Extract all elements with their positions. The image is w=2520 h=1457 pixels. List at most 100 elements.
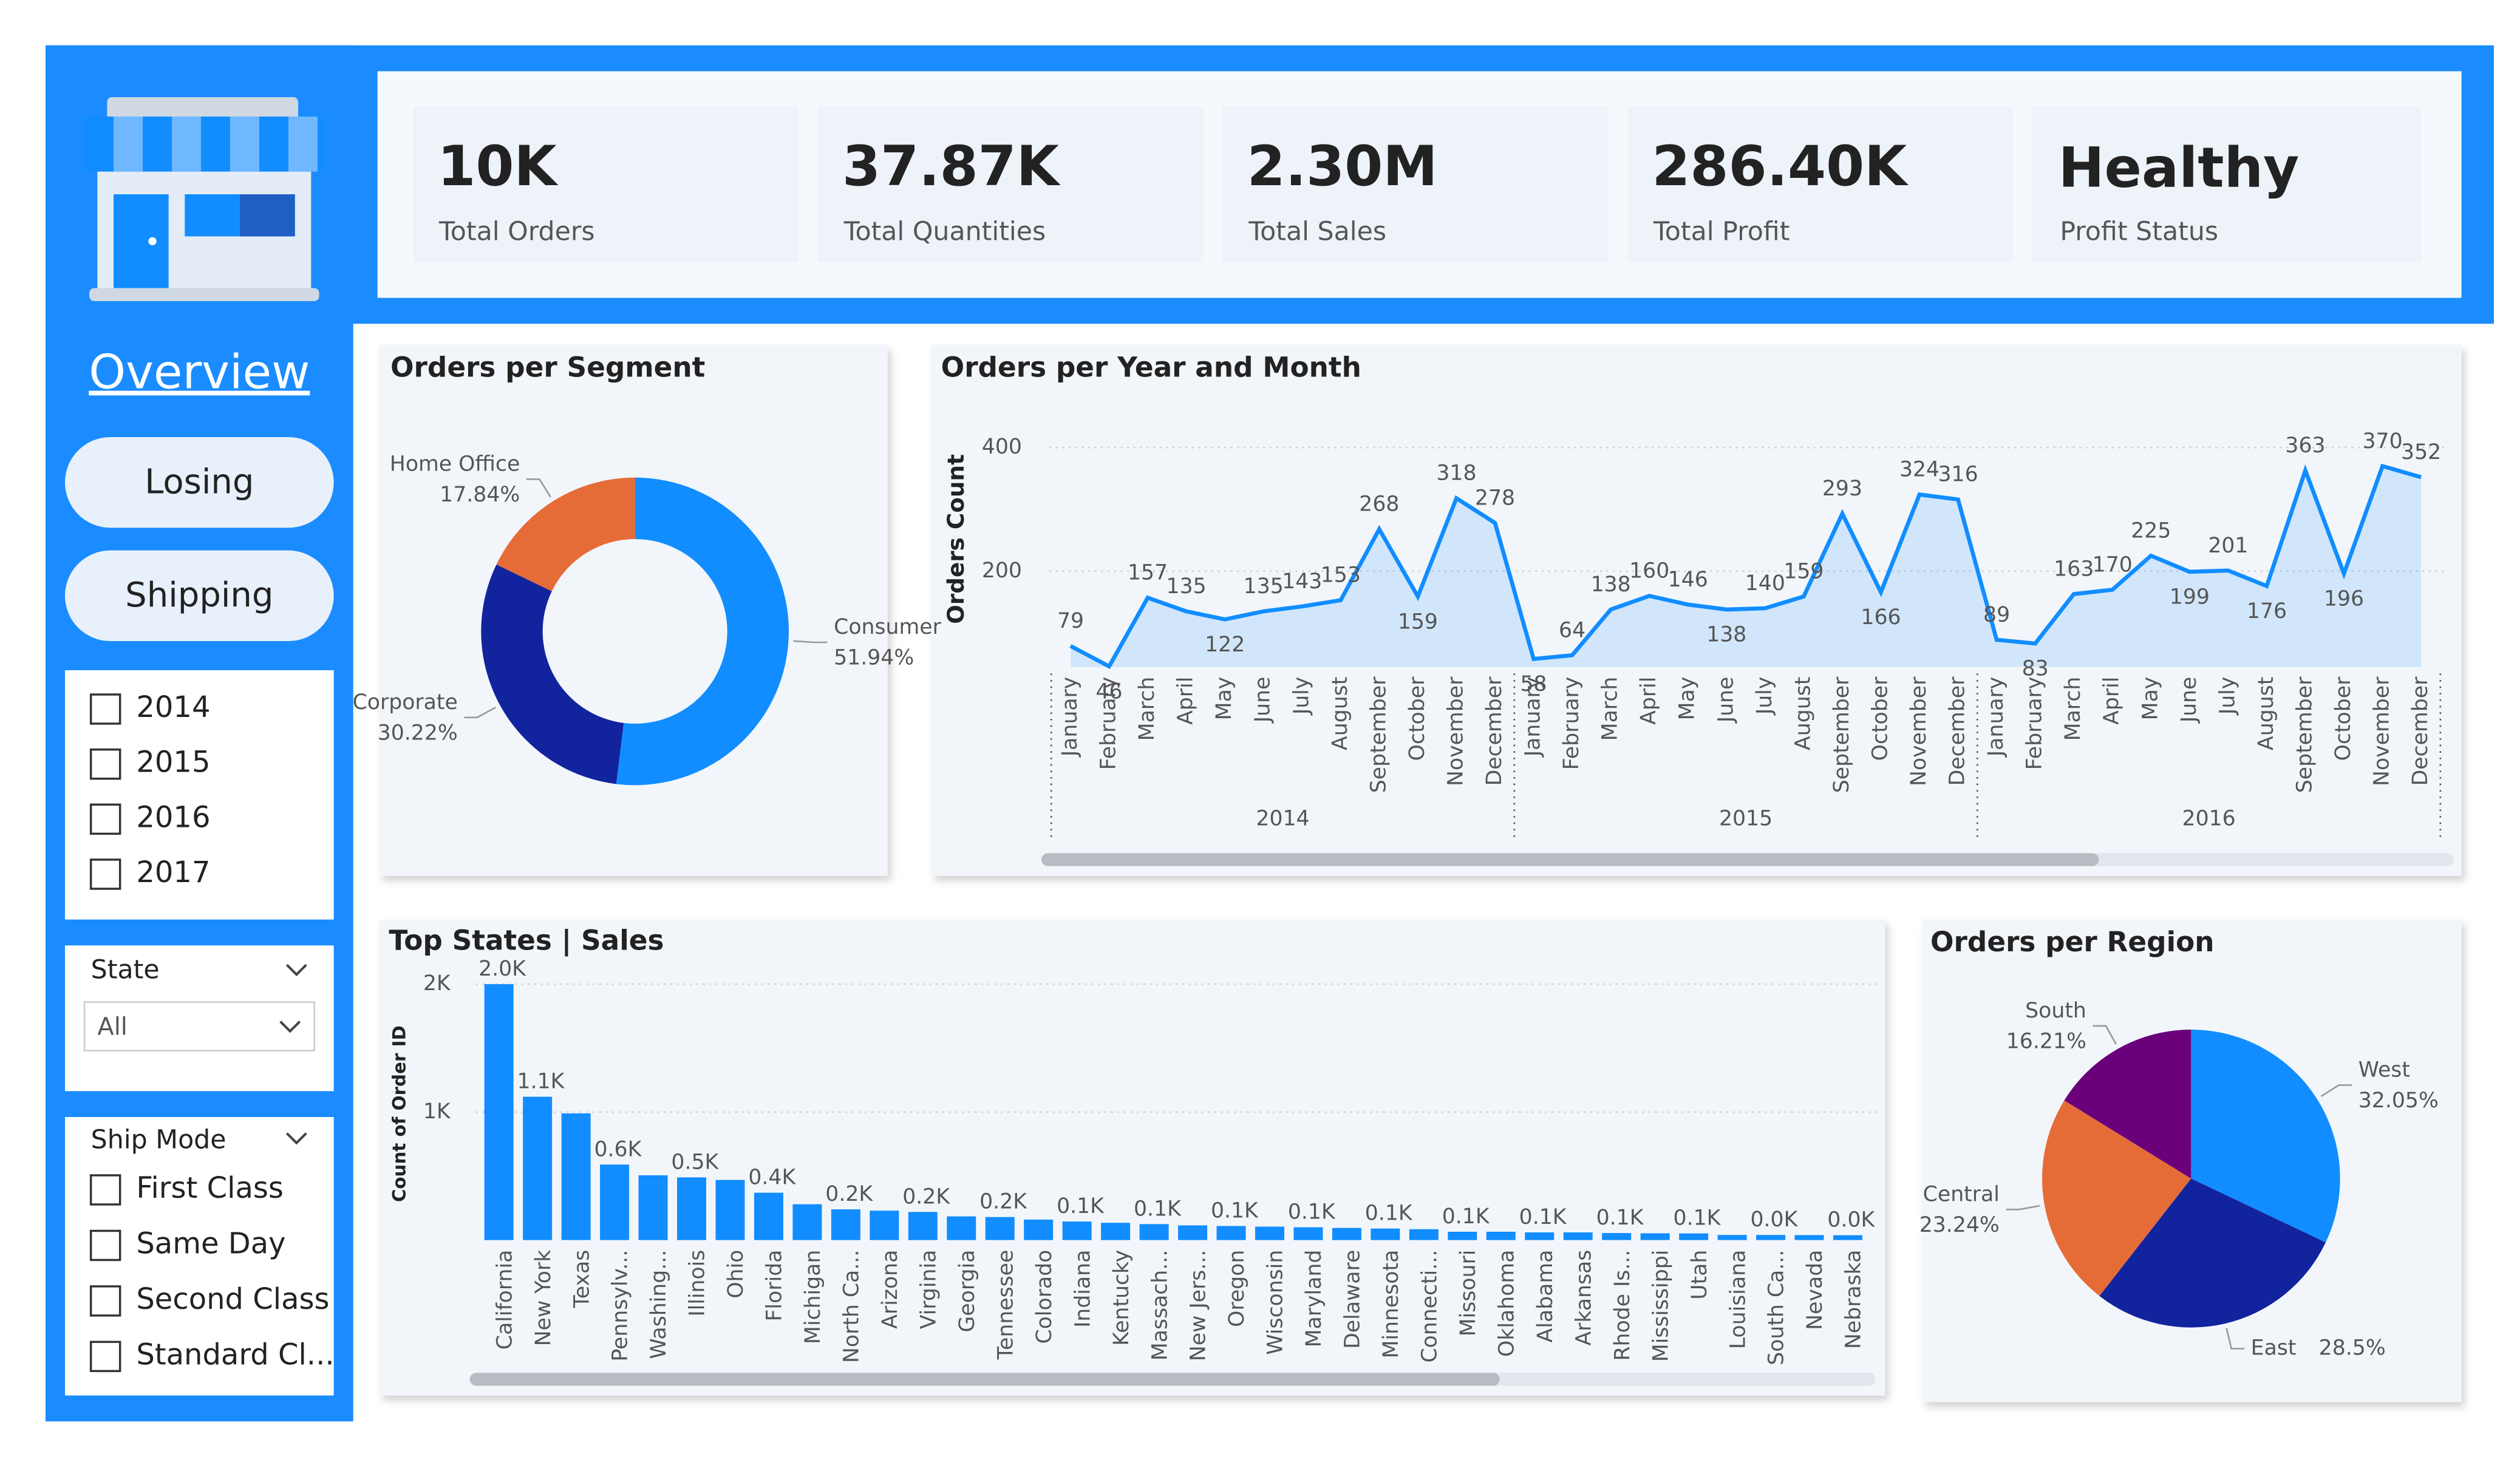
- x-tick-label: Arkansas: [1572, 1250, 1596, 1346]
- x-tick-label: September: [2292, 676, 2317, 793]
- slice-value-label: 51.94%: [834, 646, 914, 670]
- data-label: 2.0K: [478, 957, 526, 981]
- kpi-card: [1627, 107, 2013, 262]
- x-tick-label: New York: [531, 1250, 556, 1347]
- x-tick-label: January: [1058, 677, 1082, 758]
- scroll-thumb[interactable]: [1041, 853, 2099, 866]
- checkbox[interactable]: [89, 1285, 121, 1317]
- leader-line: [2320, 1084, 2352, 1098]
- data-label: 0.6K: [594, 1137, 642, 1161]
- x-tick-label: Georgia: [955, 1250, 979, 1333]
- checkbox-label[interactable]: Standard Cl...: [136, 1337, 334, 1371]
- x-tick-label: March: [1135, 677, 1159, 741]
- data-label: 0.1K: [1596, 1206, 1644, 1230]
- chevron[interactable]: [279, 1021, 301, 1033]
- x-tick-label: July: [1289, 677, 1313, 716]
- x-tick-label: Mississippi: [1649, 1250, 1673, 1362]
- chevron[interactable]: [285, 963, 307, 977]
- checkbox-label[interactable]: 2014: [136, 690, 210, 724]
- data-label: 0.5K: [671, 1150, 719, 1174]
- scroll-thumb[interactable]: [469, 1373, 1500, 1386]
- nav-button-label[interactable]: Losing: [145, 462, 254, 501]
- ship-options: First Class Same Day Second Class Standard …: [89, 1171, 335, 1373]
- nav-button[interactable]: [65, 437, 334, 528]
- x-tick-label: March: [2061, 677, 2085, 741]
- bar: [1717, 1235, 1747, 1240]
- data-label: 122: [1205, 633, 1245, 657]
- data-label: 293: [1822, 477, 1862, 501]
- data-label: 79: [1057, 609, 1084, 633]
- x-tick-label: February: [1097, 677, 1121, 770]
- checkbox-label[interactable]: First Class: [136, 1171, 284, 1205]
- bar: [1525, 1232, 1555, 1240]
- data-label: 316: [1938, 463, 1978, 487]
- data-label: 153: [1321, 563, 1361, 588]
- x-tick-label: November: [1443, 676, 1468, 786]
- checkbox[interactable]: [89, 1174, 121, 1206]
- x-tick-label: January: [1984, 677, 2008, 758]
- checkbox-label[interactable]: 2017: [136, 855, 210, 889]
- x-tick-label: Nevada: [1803, 1250, 1827, 1330]
- data-label: 0.2K: [825, 1182, 873, 1206]
- x-tick-label: April: [1636, 677, 1661, 725]
- data-label: 89: [1983, 603, 2010, 627]
- line: [1069, 463, 2422, 670]
- leader-line: [2225, 1328, 2245, 1350]
- bar: [523, 1096, 553, 1240]
- chevron[interactable]: [285, 1132, 307, 1145]
- slice-value-label: 16.21%: [2006, 1030, 2086, 1054]
- kpi-card: [818, 107, 1204, 262]
- checkbox[interactable]: [89, 693, 121, 725]
- checkbox-label[interactable]: 2015: [136, 745, 210, 779]
- checkbox[interactable]: [89, 748, 121, 780]
- checkbox-label[interactable]: Same Day: [136, 1226, 285, 1260]
- checkbox-label[interactable]: Second Class: [136, 1282, 329, 1316]
- store-icon: [84, 97, 324, 301]
- x-tick-label: Arizona: [878, 1250, 902, 1329]
- checkbox[interactable]: [89, 1340, 121, 1373]
- x-tick-label: Pennsylv...: [608, 1250, 633, 1362]
- data-label: 0.2K: [902, 1184, 950, 1209]
- x-tick-label: Virginia: [916, 1250, 941, 1330]
- nav-button[interactable]: [65, 550, 334, 641]
- x-tick-label: California: [492, 1250, 517, 1350]
- x-tick-label: June: [1251, 677, 1275, 724]
- bar: [677, 1177, 706, 1240]
- x-tick-label: August: [1791, 677, 1815, 750]
- dropdown[interactable]: [83, 1001, 315, 1051]
- checkbox[interactable]: [89, 1229, 121, 1262]
- dropdown-value[interactable]: All: [97, 1013, 128, 1041]
- slice-label: East: [2251, 1336, 2297, 1360]
- chart-title: Top States | Sales: [389, 925, 664, 957]
- x-tick-label: Illinois: [686, 1250, 710, 1317]
- data-label: 138: [1591, 572, 1631, 597]
- slicer-title: State: [91, 955, 160, 985]
- nav-current[interactable]: Overview: [89, 345, 310, 400]
- data-label: 363: [2285, 433, 2325, 458]
- slice: [2064, 1030, 2191, 1179]
- leader-line: [526, 478, 551, 498]
- bar: [1756, 1235, 1786, 1240]
- data-label: 176: [2247, 599, 2287, 623]
- data-label: 163: [2054, 557, 2094, 582]
- area: [1071, 466, 2422, 667]
- kpi-label: Total Quantities: [843, 217, 1046, 247]
- slice-value-label: 23.24%: [1919, 1213, 2000, 1237]
- data-label: 1.1K: [517, 1070, 565, 1094]
- checkbox[interactable]: [89, 858, 121, 890]
- bar: [638, 1175, 668, 1240]
- x-tick-label: Missouri: [1456, 1250, 1480, 1337]
- checkbox-label[interactable]: 2016: [136, 800, 210, 834]
- x-tick-label: December: [1482, 676, 1507, 786]
- chart-title: Orders per Year and Month: [941, 352, 1361, 384]
- x-tick-label: August: [2254, 677, 2278, 750]
- data-label: 0.1K: [1365, 1201, 1413, 1226]
- x-tick-label: North Ca...: [840, 1250, 864, 1363]
- x-tick-label: November: [1907, 676, 1931, 786]
- x-tick-label: May: [2138, 677, 2162, 721]
- nav-button-label[interactable]: Shipping: [125, 576, 273, 615]
- x-tick-label: Kentucky: [1109, 1250, 1134, 1346]
- data-label: 225: [2131, 518, 2171, 543]
- checkbox[interactable]: [89, 803, 121, 835]
